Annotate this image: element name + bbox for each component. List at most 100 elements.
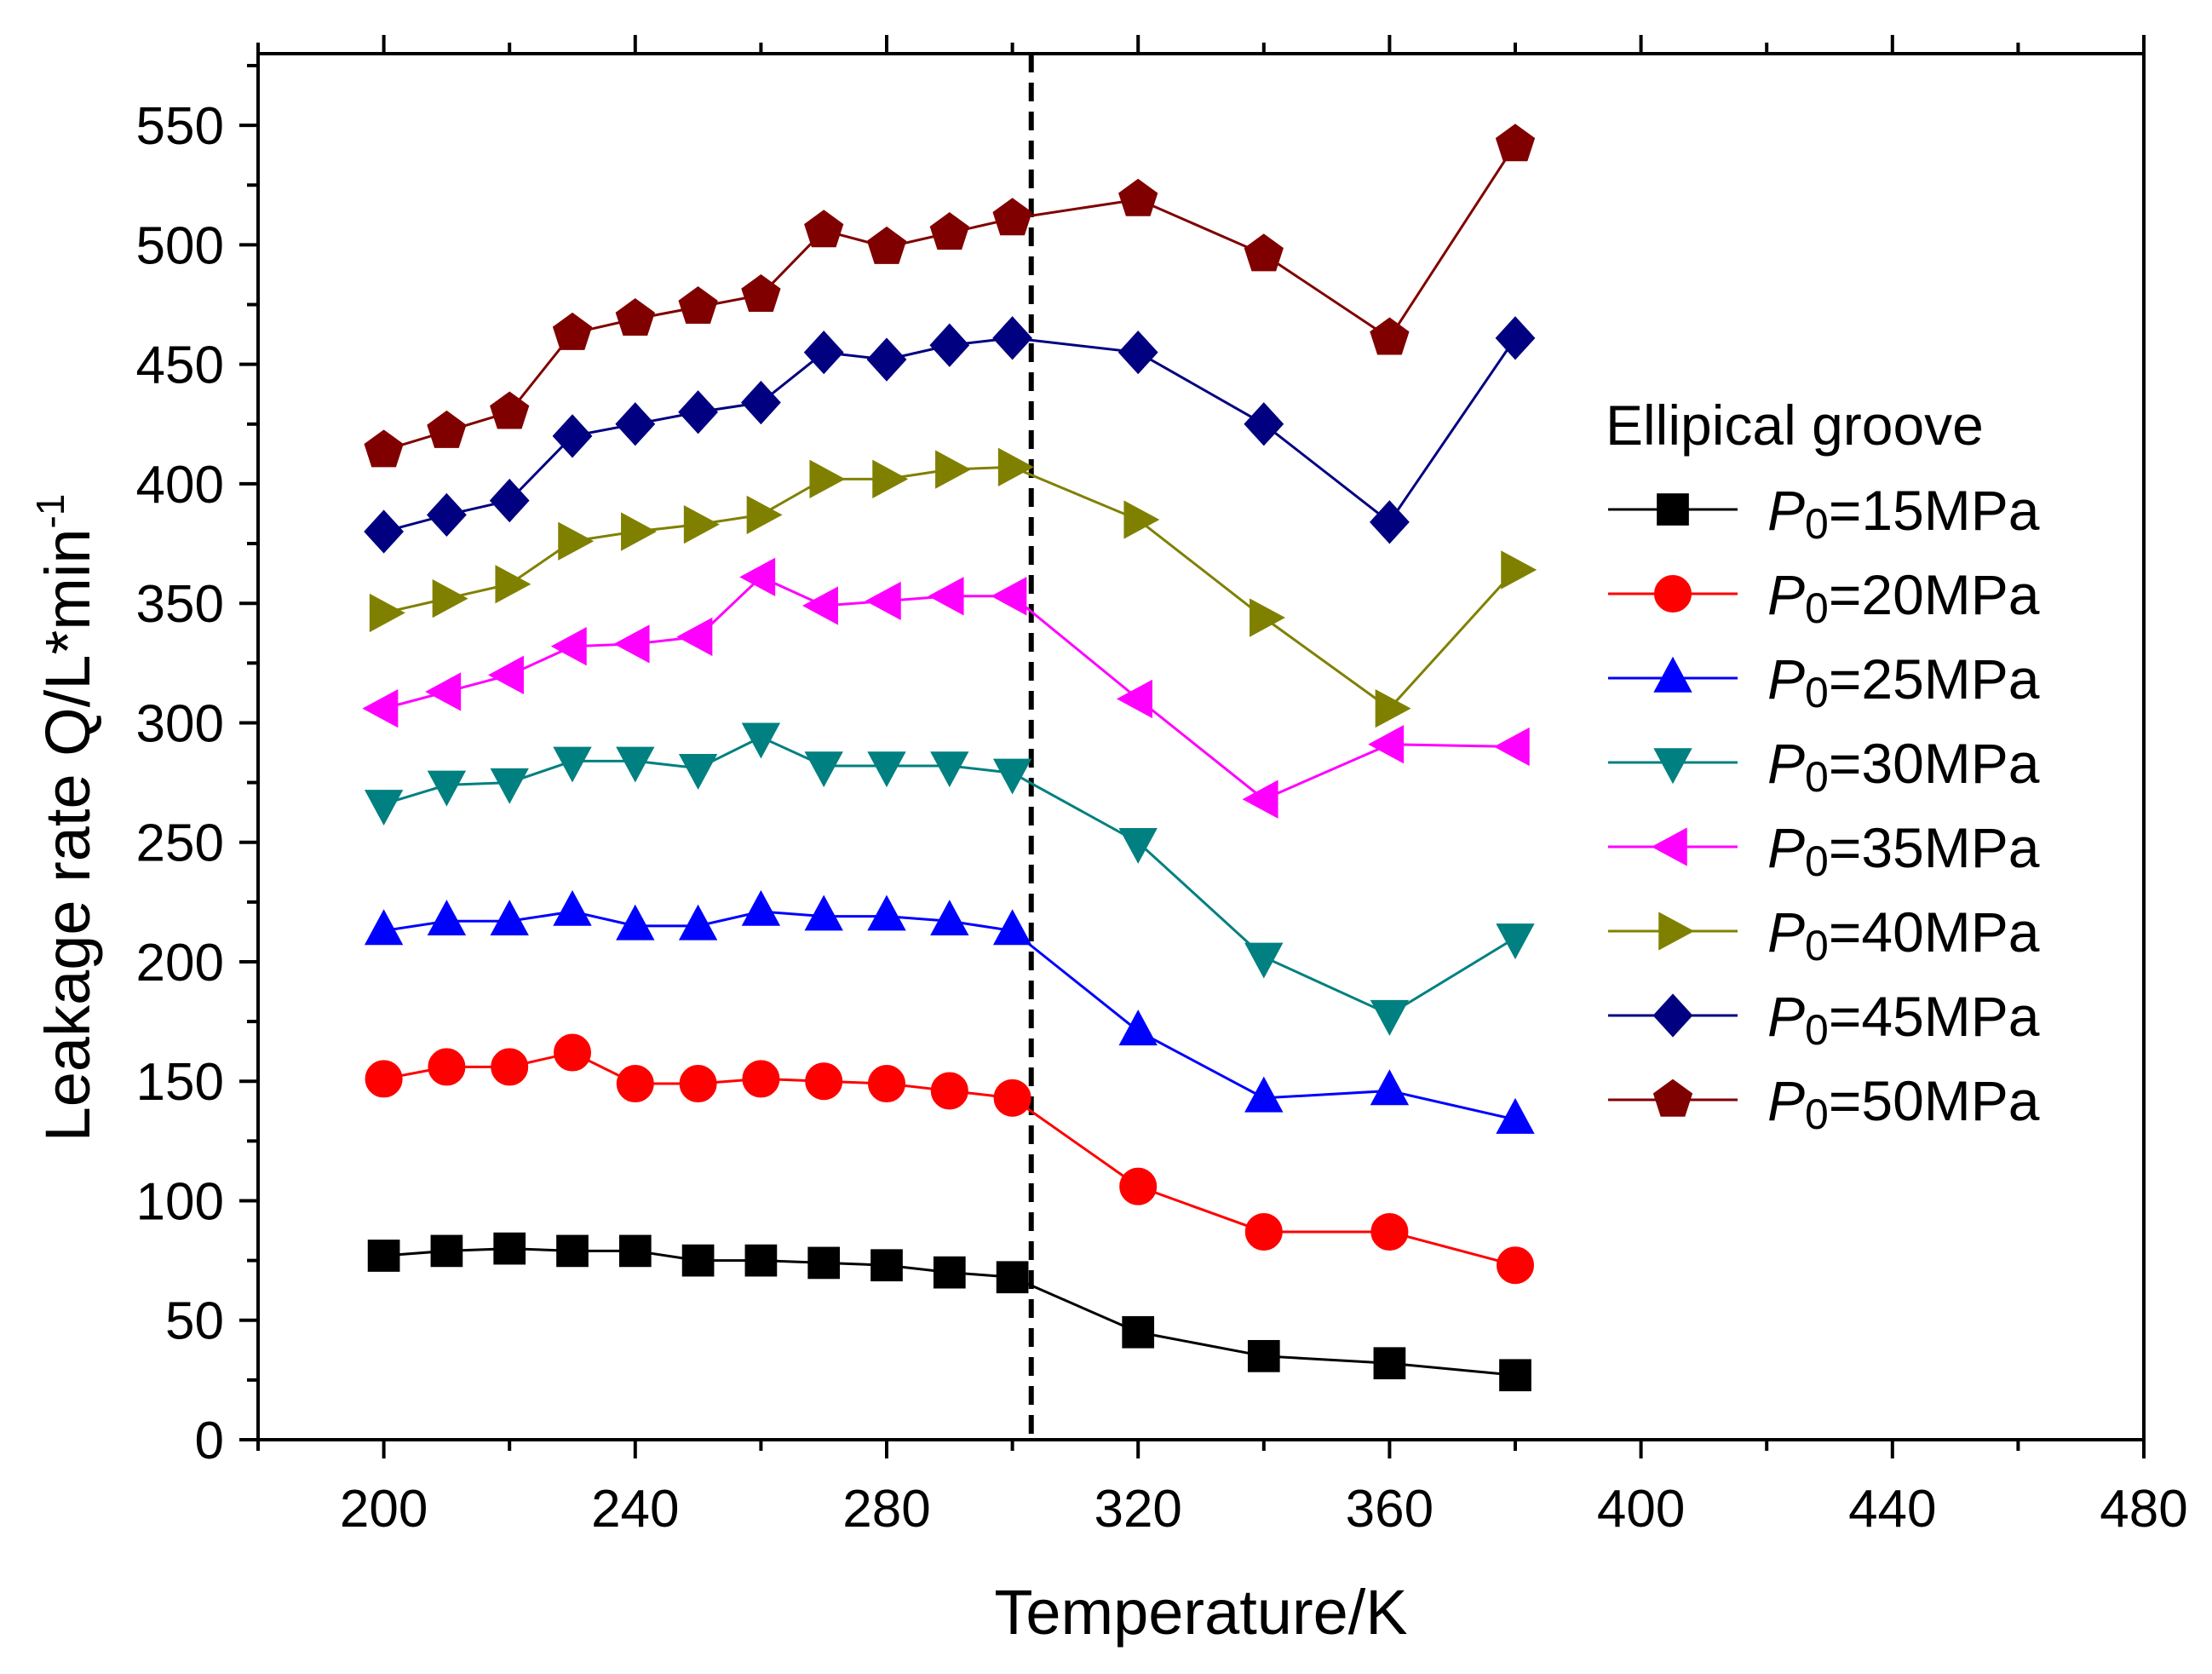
data-point — [427, 900, 467, 936]
data-point — [616, 1065, 654, 1103]
y-tick-label: 300 — [136, 694, 224, 753]
data-point — [426, 492, 467, 538]
legend-label: P0=50MPa — [1767, 1069, 2040, 1138]
data-point — [681, 1244, 715, 1277]
series-025MPa — [364, 889, 1535, 1134]
data-point — [929, 212, 969, 250]
y-tick-label: 150 — [136, 1053, 224, 1112]
data-point — [683, 504, 720, 544]
data-point — [740, 380, 781, 425]
legend-entry: P0=50MPa — [1608, 1069, 2040, 1138]
data-point — [490, 391, 530, 429]
data-point — [1370, 1212, 1409, 1251]
data-point — [613, 624, 650, 664]
data-point — [1370, 999, 1410, 1036]
series-030MPa — [364, 722, 1535, 1036]
data-point — [930, 1072, 968, 1110]
legend-label: P0=20MPa — [1767, 563, 2040, 632]
data-point — [487, 655, 524, 695]
data-point — [1501, 550, 1537, 590]
data-point — [742, 1060, 780, 1098]
data-point — [676, 617, 713, 657]
data-point — [1244, 942, 1284, 979]
legend-entry: P0=35MPa — [1608, 816, 2040, 885]
data-point — [1370, 317, 1410, 355]
x-tick-label: 240 — [591, 1480, 679, 1539]
data-point — [807, 1246, 841, 1280]
data-point — [804, 210, 844, 248]
legend-marker — [1652, 993, 1693, 1038]
legend-label: P0=15MPa — [1767, 479, 2040, 548]
data-point — [364, 790, 404, 826]
data-point — [930, 751, 969, 788]
data-point — [870, 1249, 903, 1282]
x-axis-title: Temperature/K — [994, 1577, 1407, 1648]
x-tick-label: 480 — [2100, 1480, 2187, 1539]
data-point — [1495, 124, 1536, 162]
series-035MPa — [362, 557, 1530, 819]
data-point — [866, 226, 907, 264]
legend-marker — [1653, 748, 1692, 785]
y-tick-label: 0 — [195, 1412, 224, 1470]
legend-marker — [1653, 656, 1692, 693]
data-point — [678, 753, 718, 790]
legend-marker — [1652, 1079, 1693, 1117]
data-point — [809, 459, 846, 498]
data-point — [1369, 500, 1410, 544]
data-point — [746, 495, 783, 535]
data-point — [991, 577, 1027, 616]
data-point — [865, 581, 901, 621]
data-point — [621, 512, 658, 551]
data-point — [1244, 1212, 1283, 1251]
data-point — [558, 521, 595, 561]
data-point — [554, 1033, 591, 1072]
data-point — [1368, 725, 1405, 764]
x-tick-label: 400 — [1597, 1480, 1685, 1539]
data-point — [801, 586, 838, 625]
data-point — [552, 312, 593, 350]
plot-frame — [256, 52, 2146, 1441]
data-point — [493, 1232, 526, 1265]
data-point — [618, 1234, 652, 1268]
data-point — [1493, 727, 1530, 767]
data-point — [615, 298, 655, 337]
data-point — [427, 410, 467, 448]
legend: Ellipical groove P0=15MPa P0=20MPa P0=25MP… — [1606, 394, 2040, 1138]
data-point — [930, 900, 969, 936]
data-point — [364, 429, 404, 468]
data-point — [1370, 1069, 1410, 1106]
data-point — [993, 1079, 1031, 1117]
legend-marker — [1658, 912, 1695, 951]
data-point — [1496, 923, 1535, 960]
series-045MPa — [364, 316, 1536, 554]
data-point — [615, 402, 656, 446]
series-line — [383, 143, 1517, 452]
data-point — [364, 909, 404, 946]
data-point — [1495, 316, 1536, 360]
data-point — [866, 337, 907, 382]
series-line — [383, 337, 1517, 533]
data-point — [741, 722, 781, 759]
legend-label: P0=45MPa — [1767, 985, 2040, 1054]
series-015MPa — [367, 1232, 1531, 1392]
y-tick-label: 250 — [136, 814, 224, 873]
data-point — [430, 1234, 463, 1268]
data-point — [679, 1065, 717, 1103]
y-tick-label: 50 — [165, 1292, 224, 1351]
data-point — [1244, 1076, 1284, 1113]
data-point — [804, 895, 843, 931]
x-tick-label: 440 — [1848, 1480, 1936, 1539]
x-tick-label: 320 — [1094, 1480, 1181, 1539]
data-point — [1499, 1359, 1531, 1392]
data-point — [935, 450, 972, 489]
legend-label: P0=25MPa — [1767, 647, 2040, 716]
legend-entry: P0=40MPa — [1608, 900, 2040, 969]
y-tick-label: 550 — [136, 97, 224, 156]
data-point — [997, 447, 1034, 486]
legend-entry: P0=30MPa — [1608, 732, 2040, 801]
legend-entry: P0=15MPa — [1608, 479, 2040, 548]
data-point — [550, 627, 587, 666]
legend-entry: P0=25MPa — [1608, 647, 2040, 716]
legend-entry: P0=20MPa — [1608, 563, 2040, 632]
x-tick-label: 200 — [340, 1480, 428, 1539]
